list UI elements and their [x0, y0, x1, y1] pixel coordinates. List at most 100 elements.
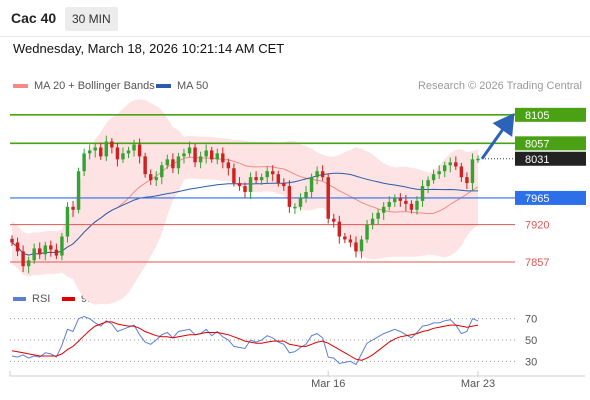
level-tag-8105 [515, 107, 586, 122]
rsi-tick-70: 70 [525, 314, 537, 326]
bollinger-band [12, 99, 478, 305]
candle-body [71, 206, 75, 210]
candle-body [337, 221, 342, 237]
candle-body [431, 174, 436, 181]
copyright-text: Research © 2026 Trading Central [417, 80, 582, 92]
candle-body [21, 251, 25, 267]
candle-body [182, 153, 186, 157]
ma20-label: MA 20 + Bollinger Bands [34, 80, 155, 92]
candle-body [315, 171, 319, 178]
candle-body [420, 186, 425, 201]
candle-body [60, 236, 64, 256]
candle-body [154, 177, 158, 181]
candle-body [215, 153, 219, 160]
candle-body [454, 162, 458, 167]
candle-body [49, 245, 53, 250]
candle-body [415, 200, 419, 210]
candle-body [76, 171, 81, 210]
candle-body [398, 197, 403, 201]
legend-ma50: MA 50 [156, 80, 208, 92]
timeframe-button[interactable]: 30 MIN [65, 7, 118, 31]
candle-body [198, 156, 203, 163]
candle-body [187, 147, 192, 154]
current-price-tag [515, 151, 586, 166]
level-tag-8057 [515, 136, 586, 151]
level-label-8057: 8057 [525, 138, 549, 150]
price-labels: 8105 8057 7965 7920 7857 8031 [515, 107, 586, 269]
candle-body [110, 141, 114, 148]
candle-body [381, 206, 386, 213]
candle-body [276, 174, 281, 184]
ma50-swatch [156, 84, 171, 88]
candle-body [370, 218, 375, 225]
candle-body [93, 147, 97, 151]
candle-body [348, 239, 353, 243]
level-label-8105: 8105 [525, 110, 549, 122]
candle-body [309, 177, 314, 192]
top-bar: Cac 40 30 MIN [0, 0, 590, 37]
candle-body [476, 158, 480, 161]
candle-body [232, 168, 236, 184]
current-price-label: 8031 [525, 154, 549, 166]
candle-body [82, 153, 86, 172]
candle-body [209, 150, 214, 160]
candle-body [470, 159, 475, 184]
candle-body [87, 150, 92, 154]
level-label-7920: 7920 [525, 220, 549, 232]
candle-body [365, 224, 369, 240]
candle-body [404, 200, 408, 204]
candle-body [254, 177, 258, 181]
candle-body [160, 165, 164, 178]
candle-body [293, 206, 297, 209]
candle-body [393, 197, 397, 203]
target-arrow [480, 112, 515, 160]
rsi-line [11, 315, 479, 366]
candle-body [54, 249, 59, 256]
candle-body [448, 162, 452, 166]
rsi-ma-line [11, 321, 479, 361]
rsi-ma-swatch [62, 297, 75, 301]
candle-body [137, 144, 142, 157]
candle-body [376, 212, 380, 219]
candle-body [298, 197, 303, 207]
candle-body [26, 260, 31, 267]
candle-body [10, 238, 14, 243]
candle-body [65, 206, 70, 237]
rsi-tick-50: 50 [525, 335, 537, 347]
chart-overlay [480, 112, 515, 160]
candle-body [171, 159, 175, 169]
candle-body [343, 236, 347, 240]
candle-body [165, 159, 170, 166]
candle-body [265, 171, 269, 178]
x-label-Mar 23: Mar 23 [461, 378, 495, 390]
candle-body [259, 177, 264, 181]
legend-ma20: MA 20 + Bollinger Bands [13, 80, 155, 92]
candlesticks [10, 135, 480, 274]
candle-body [104, 141, 109, 157]
bollinger-band-fill [12, 99, 478, 305]
candle-body [43, 245, 48, 255]
candle-body [287, 186, 292, 207]
level-tag-7965 [515, 190, 586, 205]
candle-body [237, 183, 242, 187]
legend-rsi: RSI [13, 293, 50, 305]
candle-body [38, 248, 42, 255]
candle-body [221, 153, 225, 163]
candle-body [115, 147, 120, 160]
candle-body [148, 174, 153, 181]
candle-body [121, 153, 125, 160]
candle-body [326, 177, 330, 219]
candle-body [32, 248, 36, 261]
candle-body [99, 147, 103, 157]
level-label-7965: 7965 [525, 193, 549, 205]
candle-body [282, 183, 286, 187]
candle-body [387, 202, 391, 207]
candle-body [226, 162, 231, 169]
price-levels [10, 114, 515, 263]
candle-body [193, 147, 197, 163]
level-label-7857: 7857 [525, 257, 549, 269]
candle-body [437, 171, 441, 175]
x-label-Mar 16: Mar 16 [311, 378, 345, 390]
candle-body [354, 242, 358, 252]
